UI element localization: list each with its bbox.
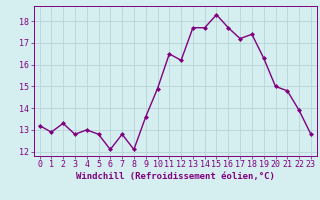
X-axis label: Windchill (Refroidissement éolien,°C): Windchill (Refroidissement éolien,°C) bbox=[76, 172, 275, 181]
